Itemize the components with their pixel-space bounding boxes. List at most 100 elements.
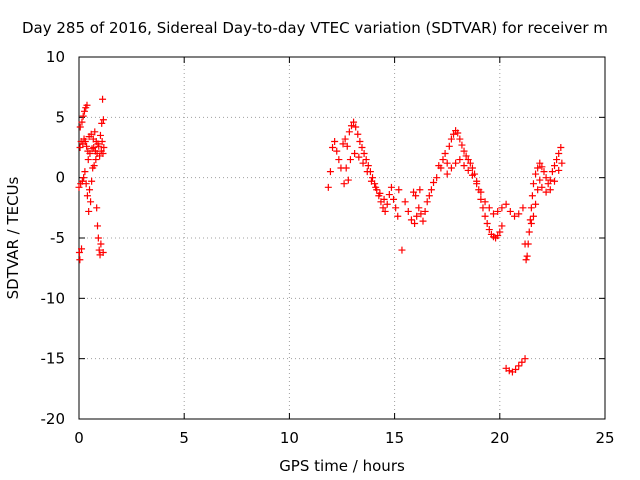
data-point-178 xyxy=(515,362,523,370)
data-point-68 xyxy=(343,142,351,150)
y-tick-labels: 10 5 0 -5 -10 -15 -20 xyxy=(41,48,66,428)
data-point-103 xyxy=(344,176,352,184)
data-point-136 xyxy=(460,147,468,155)
data-point-11 xyxy=(79,112,87,120)
data-point-208 xyxy=(536,176,544,184)
data-point-192 xyxy=(536,159,544,167)
data-point-15 xyxy=(81,168,89,176)
data-point-125 xyxy=(437,164,445,172)
data-point-2 xyxy=(76,256,84,264)
data-point-206 xyxy=(532,200,540,208)
y-tick-label-1: 5 xyxy=(55,108,65,126)
data-point-169 xyxy=(502,200,510,208)
y-tick-label-6: -20 xyxy=(41,410,66,428)
data-point-183 xyxy=(523,252,531,260)
data-point-189 xyxy=(529,180,537,188)
y-tick-label-3: -5 xyxy=(50,229,65,247)
data-point-36 xyxy=(91,128,99,136)
data-point-97 xyxy=(359,159,367,167)
data-point-89 xyxy=(387,183,395,191)
data-point-131 xyxy=(450,130,458,138)
data-point-115 xyxy=(421,207,429,215)
data-point-16 xyxy=(81,137,89,145)
data-point-146 xyxy=(481,212,489,220)
data-point-20 xyxy=(83,101,91,109)
data-point-66 xyxy=(339,140,347,148)
data-point-96 xyxy=(355,153,363,161)
data-point-30 xyxy=(88,177,96,185)
data-point-59 xyxy=(324,183,332,191)
data-point-213 xyxy=(555,166,563,174)
data-point-205 xyxy=(529,212,537,220)
data-point-147 xyxy=(483,220,491,228)
data-point-8 xyxy=(78,118,86,126)
data-point-69 xyxy=(345,128,353,136)
tick-marks xyxy=(78,56,606,420)
data-point-52 xyxy=(98,119,106,127)
data-point-126 xyxy=(439,156,447,164)
data-point-138 xyxy=(464,156,472,164)
data-point-63 xyxy=(333,147,341,155)
data-point-73 xyxy=(354,130,362,138)
data-point-44 xyxy=(94,234,102,242)
data-point-148 xyxy=(485,226,493,234)
data-point-135 xyxy=(458,141,466,149)
data-point-184 xyxy=(524,240,532,248)
data-point-19 xyxy=(83,142,91,150)
data-point-170 xyxy=(506,207,514,215)
data-point-134 xyxy=(456,135,464,143)
data-point-128 xyxy=(443,159,451,167)
data-point-3 xyxy=(76,144,84,151)
data-point-196 xyxy=(544,180,552,188)
data-point-190 xyxy=(532,170,540,178)
data-point-40 xyxy=(93,204,101,212)
data-point-64 xyxy=(335,156,343,164)
data-point-76 xyxy=(360,150,368,158)
data-point-197 xyxy=(546,176,554,184)
y-axis-label: SDTVAR / TECUs xyxy=(4,176,22,299)
data-point-180 xyxy=(521,355,529,363)
data-point-186 xyxy=(526,216,534,224)
data-point-50 xyxy=(97,240,105,248)
data-point-86 xyxy=(381,207,389,215)
data-point-92 xyxy=(394,212,402,220)
data-point-194 xyxy=(540,168,548,176)
data-point-114 xyxy=(419,217,427,225)
data-point-94 xyxy=(346,156,354,164)
data-point-117 xyxy=(425,192,433,200)
data-point-87 xyxy=(383,200,391,208)
data-point-14 xyxy=(80,107,88,115)
data-point-56 xyxy=(99,248,107,256)
data-point-159 xyxy=(460,162,468,170)
data-point-188 xyxy=(528,192,536,200)
data-point-112 xyxy=(415,204,423,212)
data-point-99 xyxy=(367,177,375,185)
data-point-58 xyxy=(100,144,108,151)
data-point-199 xyxy=(551,162,559,170)
data-point-80 xyxy=(369,174,377,182)
data-point-60 xyxy=(326,168,334,176)
x-tick-label-3: 15 xyxy=(385,429,404,447)
data-point-113 xyxy=(417,210,425,218)
data-point-212 xyxy=(551,177,559,185)
data-point-67 xyxy=(341,135,349,143)
data-point-75 xyxy=(358,144,366,151)
data-point-101 xyxy=(376,189,384,197)
data-point-195 xyxy=(542,174,550,182)
data-point-158 xyxy=(456,156,464,164)
data-point-23 xyxy=(84,156,92,164)
data-point-49 xyxy=(96,131,104,139)
data-point-116 xyxy=(423,198,431,206)
data-point-163 xyxy=(477,188,485,196)
data-point-177 xyxy=(512,366,520,374)
data-point-95 xyxy=(351,150,359,158)
data-point-172 xyxy=(515,210,523,218)
x-tick-labels: 0 5 10 15 20 25 xyxy=(74,429,614,447)
data-point-35 xyxy=(90,162,98,170)
data-point-157 xyxy=(452,159,460,167)
data-point-156 xyxy=(447,164,455,172)
data-point-105 xyxy=(395,186,403,194)
data-points xyxy=(75,95,566,376)
data-point-155 xyxy=(443,170,451,178)
